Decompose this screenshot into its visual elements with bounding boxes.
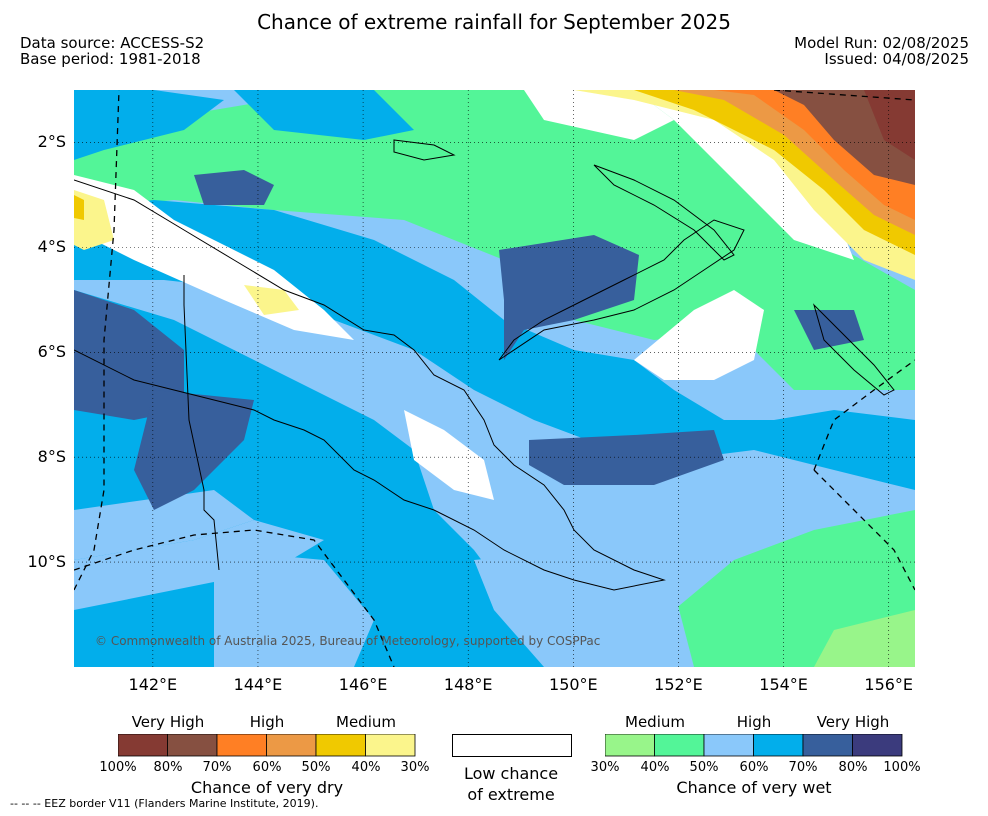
dry-swatch-60-70: [216, 734, 267, 757]
dry-tick-50: 50%: [301, 760, 331, 775]
dry-swatch-40-50: [315, 734, 366, 757]
field-wet-30-se: [814, 610, 915, 667]
field-wet-70-ne: [794, 310, 864, 350]
lon-tick-label: 146°E: [338, 675, 388, 694]
lat-tick-label: 4°S: [37, 237, 66, 257]
dry-tick-80: 80%: [153, 760, 183, 775]
lon-tick-label: 142°E: [128, 675, 178, 694]
lon-tick-label: 144°E: [233, 675, 283, 694]
wet-head-very-high: Very High: [816, 713, 890, 731]
lat-tick-label: 8°S: [37, 447, 66, 467]
field-wet-70-sw: [134, 390, 254, 510]
coastline-bougainville: [812, 303, 895, 396]
field-low-n: [634, 90, 854, 260]
dry-tick-60: 60%: [252, 760, 282, 775]
wet-tick-50: 50%: [689, 760, 719, 775]
eez-footnote: -- -- -- EEZ border V11 (Flanders Marine…: [10, 797, 319, 810]
wet-tick-70: 70%: [788, 760, 818, 775]
field-wet-70-e: [529, 430, 724, 485]
wet-swatch-40-50: [654, 734, 705, 757]
issued-label: Issued: 04/08/2025: [824, 50, 969, 68]
lat-tick-label: 10°S: [27, 552, 66, 572]
field-wet-70-c: [499, 235, 639, 360]
low-caption-line1: Low chance: [463, 764, 559, 783]
eez-border-se: [813, 469, 915, 591]
page-title: Chance of extreme rainfall for September…: [257, 10, 731, 34]
dry-swatch-50-60: [266, 734, 317, 757]
dry-swatch-70-80: [167, 734, 218, 757]
field-low-c: [404, 410, 494, 500]
dry-swatch-30-40: [365, 734, 416, 757]
eez-border-west: [74, 90, 120, 591]
lon-tick-label: 148°E: [443, 675, 493, 694]
field-wet-50-sw2: [74, 520, 324, 610]
dry-tick-40: 40%: [351, 760, 381, 775]
wet-tick-60: 60%: [739, 760, 769, 775]
lon-tick-label: 152°E: [654, 675, 703, 694]
lat-tick-label: 6°S: [37, 342, 66, 362]
coastline-new-ireland: [593, 164, 735, 261]
eez-border-south: [74, 529, 395, 667]
field-wet-70-nw: [194, 170, 274, 205]
field-wet-50-s2: [474, 550, 694, 667]
field-low-e: [634, 290, 764, 380]
rainfall-map: [74, 90, 915, 667]
field-wet-50-s: [214, 550, 374, 667]
dry-swatch-80-100: [118, 734, 168, 757]
border-line: [183, 275, 220, 571]
dry-tick-30: 30%: [400, 760, 430, 775]
field-wet-60-n: [234, 90, 414, 140]
wet-head-medium: Medium: [625, 713, 685, 731]
field-wet-60-central: [74, 200, 915, 490]
field-wet-50-sw: [74, 490, 254, 560]
low-caption-line2: of extreme: [467, 785, 555, 804]
wet-tick-30: 30%: [590, 760, 620, 775]
coastline-png: [74, 179, 666, 591]
dry-head-very-high: Very High: [131, 713, 205, 731]
wet-head-high: High: [736, 713, 772, 731]
dry-caption: Chance of very dry: [190, 778, 344, 797]
coastline-new-britain: [498, 219, 745, 361]
wet-swatch-30-40: [605, 734, 655, 757]
field-dry-40-w: [74, 195, 84, 220]
wet-swatch-50-60: [703, 734, 754, 757]
wet-swatch-70-80: [802, 734, 853, 757]
model-run-label: Model Run: 02/08/2025: [794, 34, 969, 52]
low-chance-swatch: [452, 734, 572, 757]
wet-tick-100: 100%: [883, 760, 921, 775]
wet-colorbar: [605, 734, 903, 757]
field-wet-60-nw: [74, 90, 224, 160]
dry-head-high: High: [249, 713, 285, 731]
field-dry-30-c: [244, 285, 299, 315]
coastline-manus: [393, 139, 456, 161]
field-wet-70-w: [74, 290, 184, 420]
lon-tick-label: 154°E: [759, 675, 808, 694]
lon-tick-label: 156°E: [864, 675, 914, 694]
eez-border-east: [813, 359, 915, 471]
dry-tick-70: 70%: [202, 760, 232, 775]
dry-tick-100: 100%: [99, 760, 137, 775]
base-period-label: Base period: 1981-2018: [20, 50, 201, 68]
graticule: [74, 90, 915, 667]
dry-head-medium: Medium: [336, 713, 396, 731]
copyright-text: © Commonwealth of Australia 2025, Bureau…: [95, 634, 601, 648]
field-low-n2: [524, 90, 674, 140]
dry-colorbar: [118, 734, 416, 757]
wet-tick-40: 40%: [640, 760, 670, 775]
eez-border-north: [773, 90, 915, 101]
wet-swatch-80-100: [852, 734, 903, 757]
wet-caption: Chance of very wet: [676, 778, 832, 797]
lon-tick-label: 150°E: [549, 675, 598, 694]
data-source-label: Data source: ACCESS-S2: [20, 34, 205, 52]
lat-tick-label: 2°S: [37, 132, 66, 152]
wet-swatch-60-70: [753, 734, 804, 757]
wet-tick-80: 80%: [838, 760, 868, 775]
